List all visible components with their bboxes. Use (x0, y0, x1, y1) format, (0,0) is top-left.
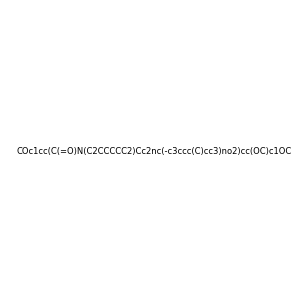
Text: COc1cc(C(=O)N(C2CCCCC2)Cc2nc(-c3ccc(C)cc3)no2)cc(OC)c1OC: COc1cc(C(=O)N(C2CCCCC2)Cc2nc(-c3ccc(C)cc… (16, 147, 291, 156)
